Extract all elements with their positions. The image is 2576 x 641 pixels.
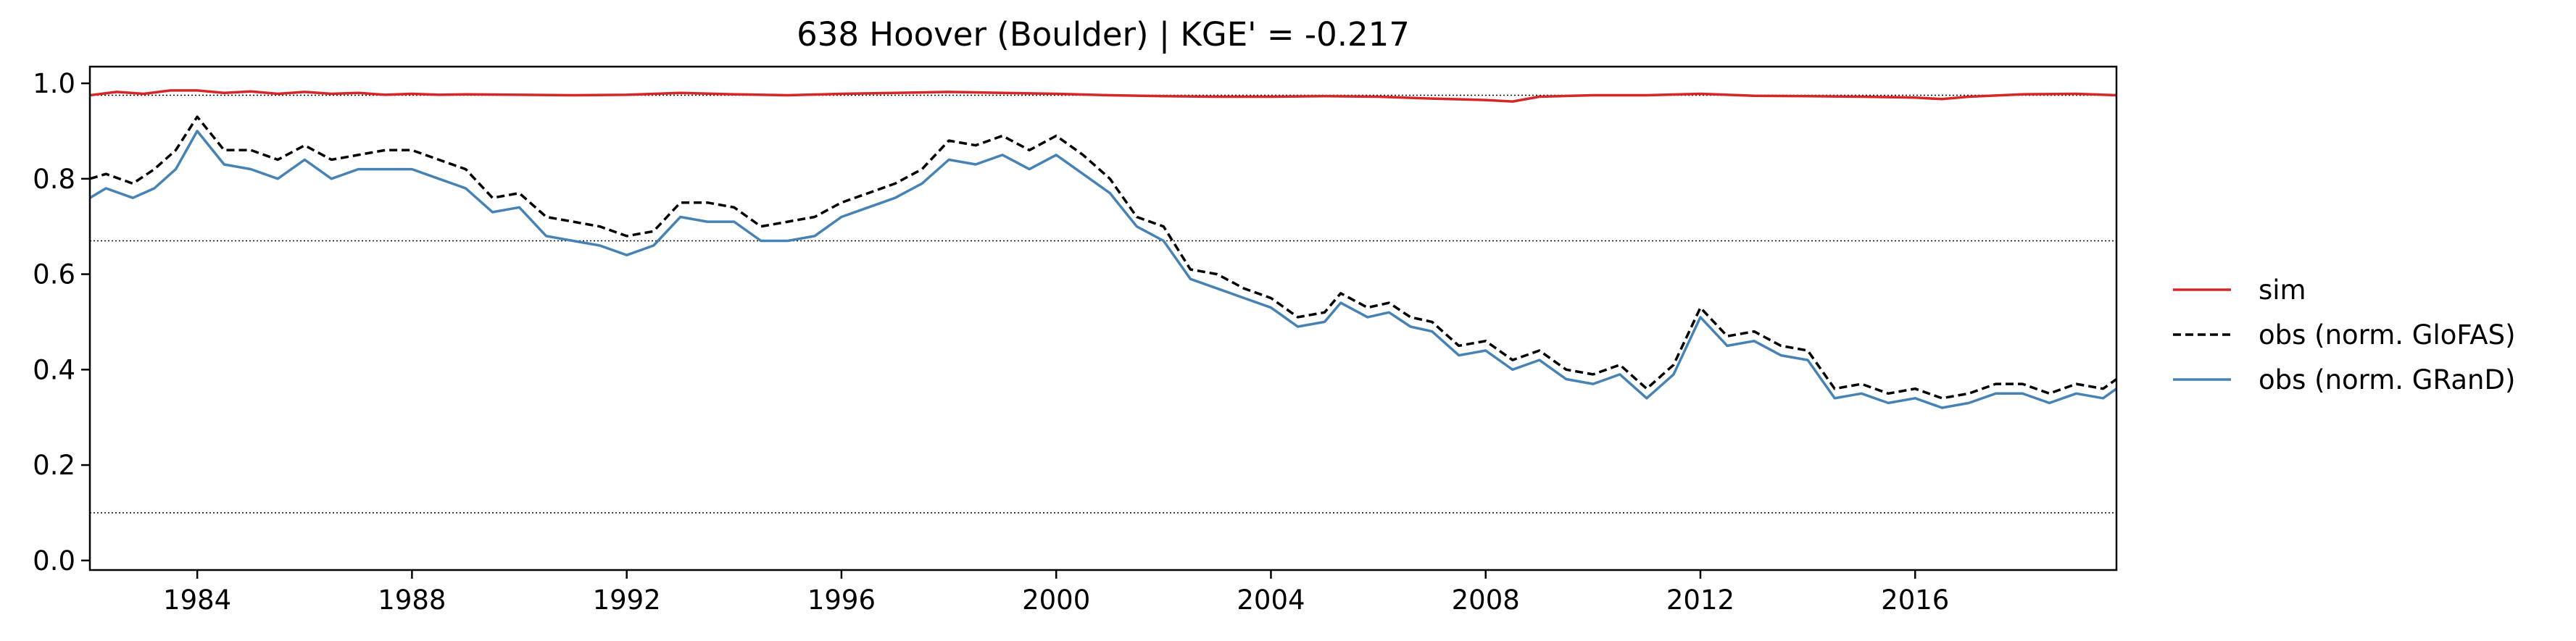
- legend-label: obs (norm. GRanD): [2259, 364, 2515, 395]
- y-axis: 0.0 0.2 0.4 0.6 0.8 1.0: [33, 68, 90, 577]
- legend-label: sim: [2259, 275, 2306, 306]
- x-axis: 1984 1988 1992 1996 2000 2004 2008 2012 2016: [163, 570, 1949, 616]
- legend: sim obs (norm. GloFAS) obs (norm. GRanD): [2173, 275, 2516, 395]
- series-layer: [89, 89, 2118, 409]
- x-tick-label: 1992: [593, 585, 661, 616]
- axes-frame: [88, 65, 2118, 571]
- y-tick-label: 0.2: [33, 450, 75, 481]
- series-line-sim: [89, 89, 2117, 103]
- chart-title: 638 Hoover (Boulder) | KGE' = -0.217: [797, 15, 1410, 54]
- x-tick-label: 1988: [378, 585, 446, 616]
- x-tick-label: 2004: [1237, 585, 1305, 616]
- y-tick-label: 1.0: [33, 68, 75, 99]
- x-tick-label: 2016: [1881, 585, 1949, 616]
- x-tick-label: 2008: [1452, 585, 1520, 616]
- y-tick-label: 0.8: [33, 164, 75, 195]
- x-tick-label: 2000: [1022, 585, 1090, 616]
- series-line-obs-norm-glofas: [89, 115, 2118, 400]
- y-tick-label: 0.4: [33, 354, 75, 385]
- x-tick-label: 2012: [1666, 585, 1734, 616]
- legend-label: obs (norm. GloFAS): [2259, 319, 2516, 351]
- series-line-obs-norm-grand: [89, 130, 2118, 409]
- y-tick-label: 0.6: [33, 259, 75, 290]
- x-tick-label: 1984: [163, 585, 231, 616]
- y-tick-label: 0.0: [33, 545, 75, 577]
- x-tick-label: 1996: [807, 585, 876, 616]
